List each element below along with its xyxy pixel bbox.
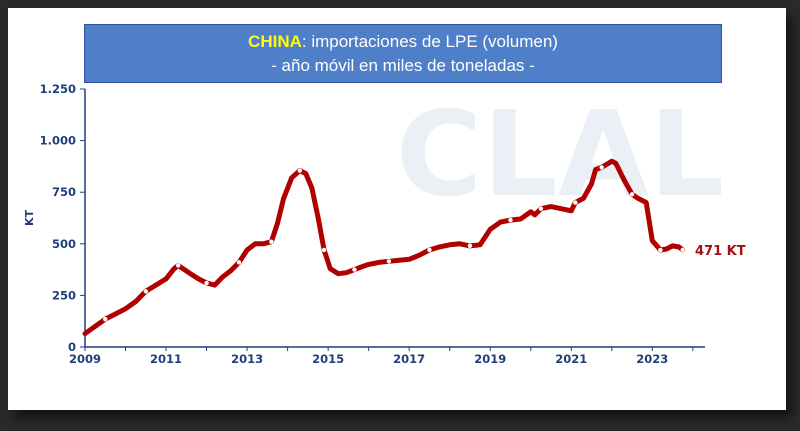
- y-tick-label: 500: [52, 237, 76, 251]
- chart-title-highlight: CHINA: [248, 32, 302, 51]
- x-tick-label: 2017: [393, 352, 425, 366]
- chart-title: CHINA: importaciones de LPE (volumen): [85, 30, 721, 54]
- series-point: [386, 259, 392, 264]
- chart-title-rest: : importaciones de LPE (volumen): [301, 32, 558, 51]
- series-point: [297, 168, 302, 173]
- series-point: [352, 267, 357, 272]
- series-group: [82, 158, 686, 337]
- y-axis-label: KT: [23, 209, 36, 226]
- series-point: [204, 280, 209, 286]
- series-point: [427, 247, 432, 253]
- series-point: [103, 316, 108, 322]
- series-point: [538, 206, 544, 211]
- x-tick-label: 2015: [312, 352, 344, 366]
- series-point: [236, 260, 242, 265]
- series-point: [321, 247, 327, 253]
- y-tick-label: 1.000: [40, 134, 76, 148]
- x-tick-label: 2023: [636, 352, 668, 366]
- x-tick-label: 2021: [555, 352, 587, 366]
- y-tick-label: 1.250: [40, 82, 76, 96]
- watermark-logo: CLAL: [396, 85, 724, 223]
- series-point: [629, 192, 635, 197]
- tick-labels: 0 250 500 750 1.000 1.250 2009 2011 2013 2015 2017…: [40, 82, 669, 366]
- series-point: [573, 200, 578, 205]
- series-point: [599, 165, 604, 170]
- y-tick-label: 0: [68, 340, 76, 354]
- series-point: [176, 263, 181, 268]
- series-point: [143, 289, 148, 294]
- x-tick-label: 2009: [69, 352, 101, 366]
- chart-subtitle: - año móvil en miles de toneladas -: [271, 56, 535, 75]
- chart-title-box: CHINA: importaciones de LPE (volumen) - …: [84, 24, 722, 83]
- axes: [80, 88, 705, 351]
- x-tick-label: 2019: [474, 352, 506, 366]
- series-point: [269, 239, 274, 244]
- x-tick-label: 2011: [150, 352, 182, 366]
- series-point: [680, 247, 685, 252]
- series-point: [467, 243, 473, 249]
- y-tick-label: 750: [52, 185, 76, 199]
- end-value-label: 471 KT: [695, 244, 746, 259]
- series-point: [508, 217, 513, 223]
- series-point: [658, 247, 663, 253]
- x-tick-label: 2013: [231, 352, 263, 366]
- y-tick-label: 250: [52, 288, 76, 302]
